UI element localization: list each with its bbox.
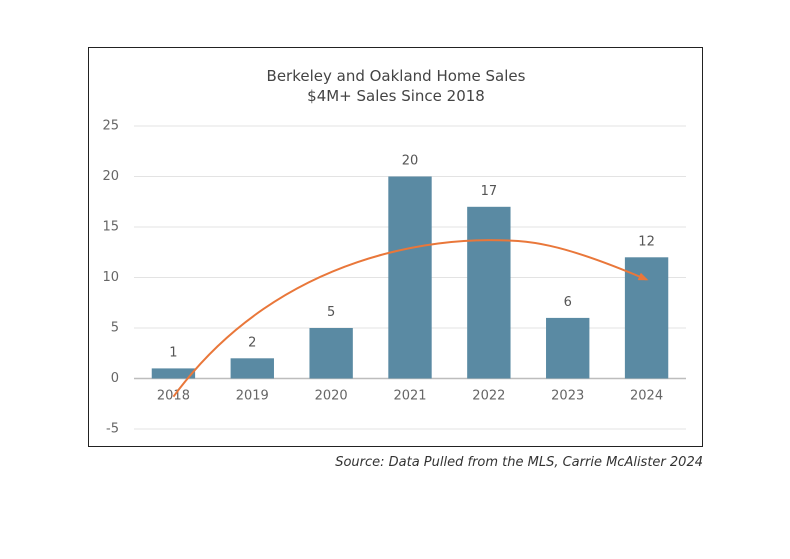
data-label-2023: 6: [564, 295, 572, 310]
y-tick-label: 5: [111, 321, 119, 336]
x-tick-label: 2019: [236, 388, 269, 403]
y-axis-ticks: 25 20 15 10 5 0 -5: [102, 119, 119, 437]
y-tick-label: 25: [102, 119, 119, 134]
bars: [151, 176, 669, 379]
x-tick-label: 2022: [472, 388, 505, 403]
x-tick-label: 2023: [551, 388, 584, 403]
x-tick-label: 2020: [315, 388, 348, 403]
y-tick-label: -5: [106, 422, 119, 437]
bar-2022: [467, 206, 511, 379]
bar-2018: [151, 368, 196, 379]
y-tick-label: 15: [102, 220, 119, 235]
bar-chart: Berkeley and Oakland Home Sales $4M+ Sal…: [102, 67, 686, 437]
trend-arrow: [172, 239, 649, 398]
bar-2019: [230, 358, 274, 379]
bar-2020: [309, 328, 353, 379]
x-tick-label: 2024: [630, 388, 663, 403]
data-label-2018: 1: [169, 345, 177, 360]
bar-2024: [624, 257, 669, 379]
bar-2021: [388, 176, 432, 379]
x-axis-ticks: 2018 2019 2020 2021 2022 2023 2024: [157, 388, 663, 403]
y-tick-label: 10: [102, 270, 119, 285]
bar-2023: [546, 317, 590, 379]
trend-curve: [172, 239, 649, 398]
source-note: Source: Data Pulled from the MLS, Carrie…: [335, 455, 703, 470]
chart-subtitle: $4M+ Sales Since 2018: [307, 87, 485, 105]
data-label-2020: 5: [327, 305, 335, 320]
data-label-2021: 20: [402, 154, 419, 169]
x-tick-label: 2021: [393, 388, 426, 403]
data-label-2019: 2: [248, 335, 256, 350]
data-label-2022: 17: [481, 184, 498, 199]
chart-frame: Berkeley and Oakland Home Sales $4M+ Sal…: [88, 47, 703, 447]
y-tick-label: 20: [102, 169, 119, 184]
data-label-2024: 12: [638, 234, 655, 249]
chart-title: Berkeley and Oakland Home Sales: [267, 67, 526, 85]
y-tick-label: 0: [111, 371, 119, 386]
